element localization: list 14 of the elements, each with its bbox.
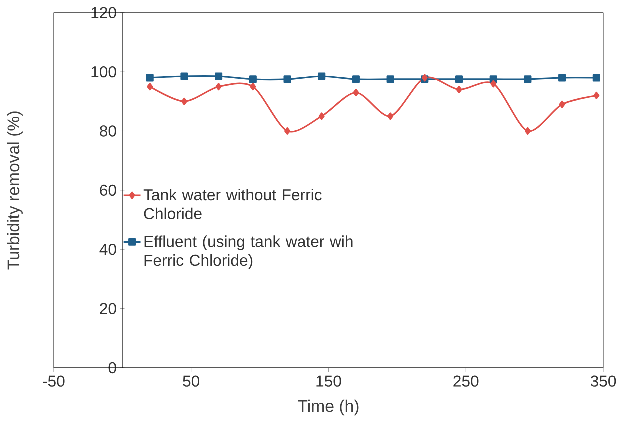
y-tick-label: 100	[92, 66, 116, 78]
legend-label: Effluent (using tank water wih Ferric Chloride)	[144, 236, 353, 270]
x-tick-label: 150	[316, 376, 342, 388]
y-tick-label: 60	[100, 184, 116, 196]
x-tick-label: 50	[183, 376, 200, 388]
x-tick-label: 250	[454, 376, 479, 388]
x-tick-label: 350	[590, 376, 616, 388]
x-axis-title: Time (h)	[298, 400, 359, 416]
legend-label: Tank water without Ferric Chloride	[144, 189, 322, 220]
y-axis-title: Turbidity removal (%)	[7, 112, 23, 270]
y-tick-label: 40	[100, 244, 116, 256]
x-tick-label: -50	[43, 376, 65, 388]
y-tick-label: 80	[100, 126, 116, 137]
y-tick-label: 20	[100, 303, 116, 314]
